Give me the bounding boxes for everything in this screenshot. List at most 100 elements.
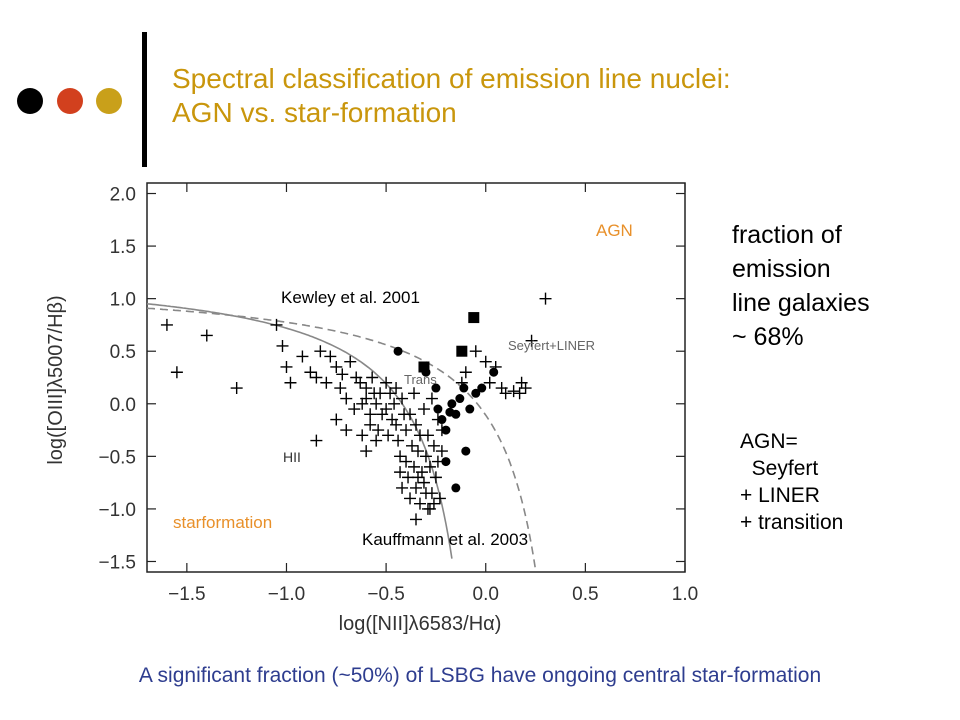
y-tick-label: 0.0 [110,395,136,416]
hii-point [400,455,413,468]
hii-point [364,418,377,431]
hii-point [410,418,422,431]
agn-point [477,383,487,393]
hii-point [360,445,373,458]
seyfert-liner-label: Seyfert+LINER [508,338,595,353]
seyfert-liner-point [468,312,480,324]
hii-point [408,387,421,400]
hii-point [429,471,442,484]
hii-point [370,434,383,447]
x-tick-label: 1.0 [672,584,698,605]
hii-point [380,376,393,389]
hii-point [304,366,317,379]
red-bullet-dot [57,88,83,114]
agn-point [431,383,441,393]
hii-point [539,292,552,305]
hii-point [372,424,385,437]
hii-point [200,329,213,342]
hii-point [336,368,349,381]
kewley-demarcation-curve [146,307,537,571]
hii-point [427,497,440,510]
y-tick-label: 2.0 [110,185,136,206]
agn-point [441,425,451,435]
x-tick-labels: −1.5 −1.0 −0.5 0.0 0.5 1.0 [168,584,698,605]
hii-point [380,403,393,416]
agn-point [455,394,465,404]
seyfert-liner-point [456,345,468,357]
agn-fraction-note: fraction of emission line galaxies ~ 68% [732,218,870,354]
hii-point [310,371,323,384]
hii-point [334,382,347,395]
hii-point [394,450,407,463]
seyfert-liner-point [418,361,430,373]
fraction-line: fraction of [732,221,842,249]
agn-region-label: AGN [596,221,633,240]
hii-point [469,345,482,358]
hii-point [406,439,419,452]
hii-point [413,497,426,510]
hii-point [408,460,421,473]
fraction-line: emission [732,255,831,283]
data-points [160,292,552,526]
agn-point [447,399,457,409]
hii-point [230,382,243,395]
x-tick-label: −1.5 [168,584,206,605]
hii-point [276,339,289,352]
agn-point [451,409,461,419]
gold-bullet-dot [96,88,122,114]
y-tick-label: −1.5 [98,552,136,573]
hii-point [423,460,436,473]
x-axis-label: log([NII]λ6583/Hα) [339,613,502,635]
hii-point [435,445,448,458]
agn-point [471,388,481,398]
hii-point [421,429,434,442]
hii-point [348,403,361,416]
y-tick-label: 1.0 [110,290,136,311]
y-tick-label: −1.0 [98,500,136,521]
agn-point [441,457,451,467]
plot-frame [146,182,686,573]
hii-point [270,318,283,331]
hii-point [296,350,309,363]
hii-point [354,376,367,389]
hii-point [390,382,403,395]
hii-point [404,492,417,505]
hii-point [364,408,377,421]
trans-label: Trans [404,372,437,387]
hii-point [314,345,327,358]
hii-point [479,355,492,368]
hii-point [411,471,424,484]
hii-point [499,387,512,400]
hii-point [427,439,440,452]
hii-point [507,385,520,398]
hii-point [344,355,357,368]
hii-point [340,392,353,405]
hii-point [370,397,383,410]
hii-label: HII [283,449,301,465]
agn-point [437,415,447,425]
hii-point [160,318,173,331]
hii-point [404,408,417,421]
kewley-label: Kewley et al. 2001 [281,288,420,307]
agn-def-line: AGN= [740,430,798,453]
hii-point [396,481,409,494]
hii-point [392,434,405,447]
hii-point [410,481,422,494]
agn-definition-note: AGN= Seyfert + LINER + transition [740,428,843,536]
fraction-line: ~ 68% [732,323,804,351]
title-line-2: AGN vs. star-formation [172,97,457,128]
hii-point [388,397,401,410]
x-tick-label: −0.5 [367,584,405,605]
hii-point [400,424,413,437]
title-divider-bar [142,32,147,167]
kauffmann-demarcation-curve [146,303,453,559]
black-bullet-dot [17,88,43,114]
y-axis-label: log([OIII]λ5007/Hβ) [45,295,67,464]
hii-point [525,334,538,347]
hii-point [360,392,373,405]
hii-point [280,360,293,373]
y-tick-labels: −1.5 −1.0 −0.5 0.0 0.5 1.0 1.5 2.0 [98,185,136,574]
starformation-region-label: starformation [173,513,272,532]
hii-point [340,424,353,437]
